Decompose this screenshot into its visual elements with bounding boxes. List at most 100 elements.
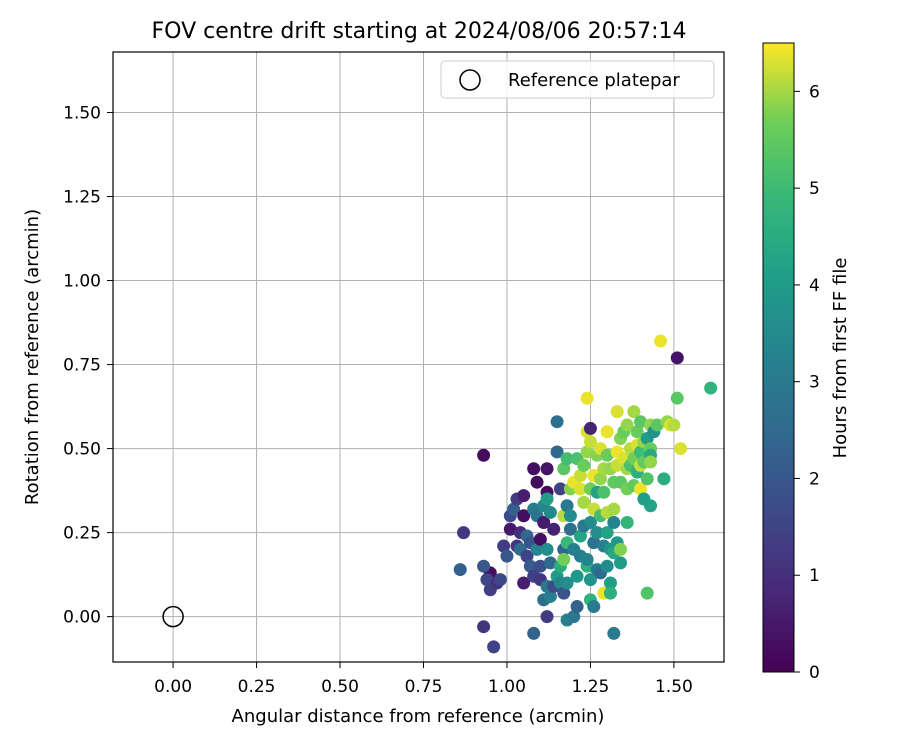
scatter-point <box>657 472 671 486</box>
y-tick-label: 1.00 <box>63 272 101 292</box>
scatter-point <box>500 549 514 563</box>
scatter-point <box>600 448 614 462</box>
scatter-point <box>480 573 494 587</box>
x-tick-label: 0.50 <box>321 677 359 697</box>
scatter-point <box>600 425 614 439</box>
scatter-point <box>583 421 597 435</box>
scatter-point <box>634 415 648 429</box>
colorbar-tick-label: 0 <box>809 663 820 683</box>
scatter-point <box>573 468 587 482</box>
scatter-point <box>607 626 621 640</box>
scatter-point <box>560 499 574 513</box>
scatter-point <box>517 576 531 590</box>
scatter-point <box>577 495 591 509</box>
y-tick-label: 1.25 <box>63 188 101 208</box>
scatter-point <box>704 381 718 395</box>
scatter-point <box>587 600 601 614</box>
scatter-point <box>570 569 584 583</box>
scatter-point <box>557 552 571 566</box>
scatter-point <box>640 472 654 486</box>
scatter-point <box>597 485 611 499</box>
colorbar-tick-label: 3 <box>809 373 820 393</box>
y-axis-label: Rotation from reference (arcmin) <box>22 209 43 505</box>
scatter-point <box>550 445 564 459</box>
y-tick-label: 0.50 <box>63 440 101 460</box>
chart-title: FOV centre drift starting at 2024/08/06 … <box>152 19 687 44</box>
x-tick-label: 0.25 <box>238 677 276 697</box>
scatter-points <box>453 334 718 654</box>
scatter-point <box>557 462 571 476</box>
scatter-point <box>580 552 594 566</box>
x-tick-label: 0.75 <box>405 677 443 697</box>
scatter-point <box>587 536 601 550</box>
colorbar <box>762 42 795 673</box>
x-axis-label: Angular distance from reference (arcmin) <box>232 706 605 727</box>
scatter-point <box>613 556 627 570</box>
colorbar-label: Hours from first FF file <box>830 258 851 459</box>
scatter-point <box>644 455 658 469</box>
scatter-point <box>613 542 627 556</box>
scatter-point <box>530 475 544 489</box>
x-axis-ticks: 0.00 0.25 0.50 0.75 1.00 1.25 1.50 <box>154 662 693 697</box>
scatter-point <box>487 640 501 654</box>
scatter-point <box>567 610 581 624</box>
scatter-point <box>573 529 587 543</box>
scatter-point <box>630 425 644 439</box>
scatter-point <box>670 351 684 365</box>
scatter-point <box>570 600 584 614</box>
legend-box <box>440 60 715 99</box>
scatter-point <box>590 526 604 540</box>
colorbar-tick-label: 4 <box>809 276 820 296</box>
scatter-point <box>553 482 567 496</box>
scatter-point <box>493 573 507 587</box>
scatter-point <box>563 522 577 536</box>
colorbar-ticks: 0 1 2 3 4 5 6 <box>794 82 820 683</box>
scatter-point <box>560 452 574 466</box>
scatter-point <box>540 492 554 506</box>
scatter-point <box>550 415 564 429</box>
scatter-point <box>543 556 557 570</box>
scatter-point <box>600 526 614 540</box>
scatter-point <box>670 391 684 405</box>
scatter-point <box>557 586 571 600</box>
scatter-point <box>674 442 688 456</box>
scatter-point <box>477 620 491 634</box>
scatter-point <box>537 516 551 530</box>
scatter-point <box>563 509 577 523</box>
y-tick-label: 0.00 <box>63 608 101 628</box>
scatter-point <box>583 435 597 449</box>
scatter-point <box>517 509 531 523</box>
scatter-point <box>627 405 641 419</box>
scatter-point <box>540 462 554 476</box>
scatter-point <box>497 539 511 553</box>
x-tick-label: 0.00 <box>154 677 192 697</box>
scatter-point <box>520 549 534 563</box>
legend-label: Reference platepar <box>508 70 680 91</box>
scatter-point <box>600 559 614 573</box>
scatter-point <box>634 482 648 496</box>
scatter-point <box>503 522 517 536</box>
y-tick-label: 1.50 <box>63 103 101 123</box>
scatter-point <box>620 516 634 530</box>
scatter-point <box>580 445 594 459</box>
scatter-point <box>580 391 594 405</box>
scatter-point <box>530 542 544 556</box>
scatter-point <box>583 573 597 587</box>
scatter-point <box>593 472 607 486</box>
scatter-point <box>607 516 621 530</box>
scatter-point <box>523 559 537 573</box>
scatter-point <box>543 589 557 603</box>
colorbar-tick-label: 1 <box>809 566 820 586</box>
scatter-point <box>540 610 554 624</box>
reference-marker-layer <box>162 605 184 628</box>
scatter-point <box>527 626 541 640</box>
y-axis-ticks: 0.00 0.25 0.50 0.75 1.00 1.25 1.50 <box>63 103 113 628</box>
y-tick-label: 0.75 <box>63 356 101 376</box>
colorbar-tick-label: 2 <box>809 469 820 489</box>
colorbar-tick-label: 6 <box>809 82 820 102</box>
scatter-point <box>650 418 664 432</box>
scatter-point <box>654 334 668 348</box>
scatter-point <box>507 502 521 516</box>
scatter-point <box>640 586 654 600</box>
